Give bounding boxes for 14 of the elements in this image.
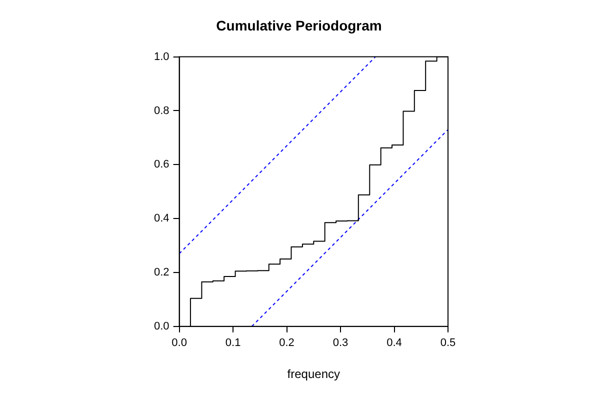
y-tick-label: 0.4 bbox=[154, 212, 170, 225]
x-tick-label: 0.4 bbox=[386, 337, 402, 350]
chart-title: Cumulative Periodogram bbox=[216, 17, 382, 34]
x-tick-label: 0.5 bbox=[440, 337, 456, 350]
x-tick-label: 0.0 bbox=[172, 337, 187, 350]
x-tick-label: 0.1 bbox=[225, 337, 241, 350]
y-tick-label: 1.0 bbox=[154, 50, 170, 63]
y-tick-label: 0.6 bbox=[154, 158, 170, 171]
x-axis-title: frequency bbox=[287, 367, 340, 382]
y-tick-label: 0.8 bbox=[154, 104, 170, 117]
y-tick-label: 0.2 bbox=[154, 266, 170, 279]
y-tick-label: 0.0 bbox=[154, 320, 170, 332]
x-tick-label: 0.3 bbox=[332, 337, 348, 350]
x-tick-label: 0.2 bbox=[279, 337, 294, 350]
